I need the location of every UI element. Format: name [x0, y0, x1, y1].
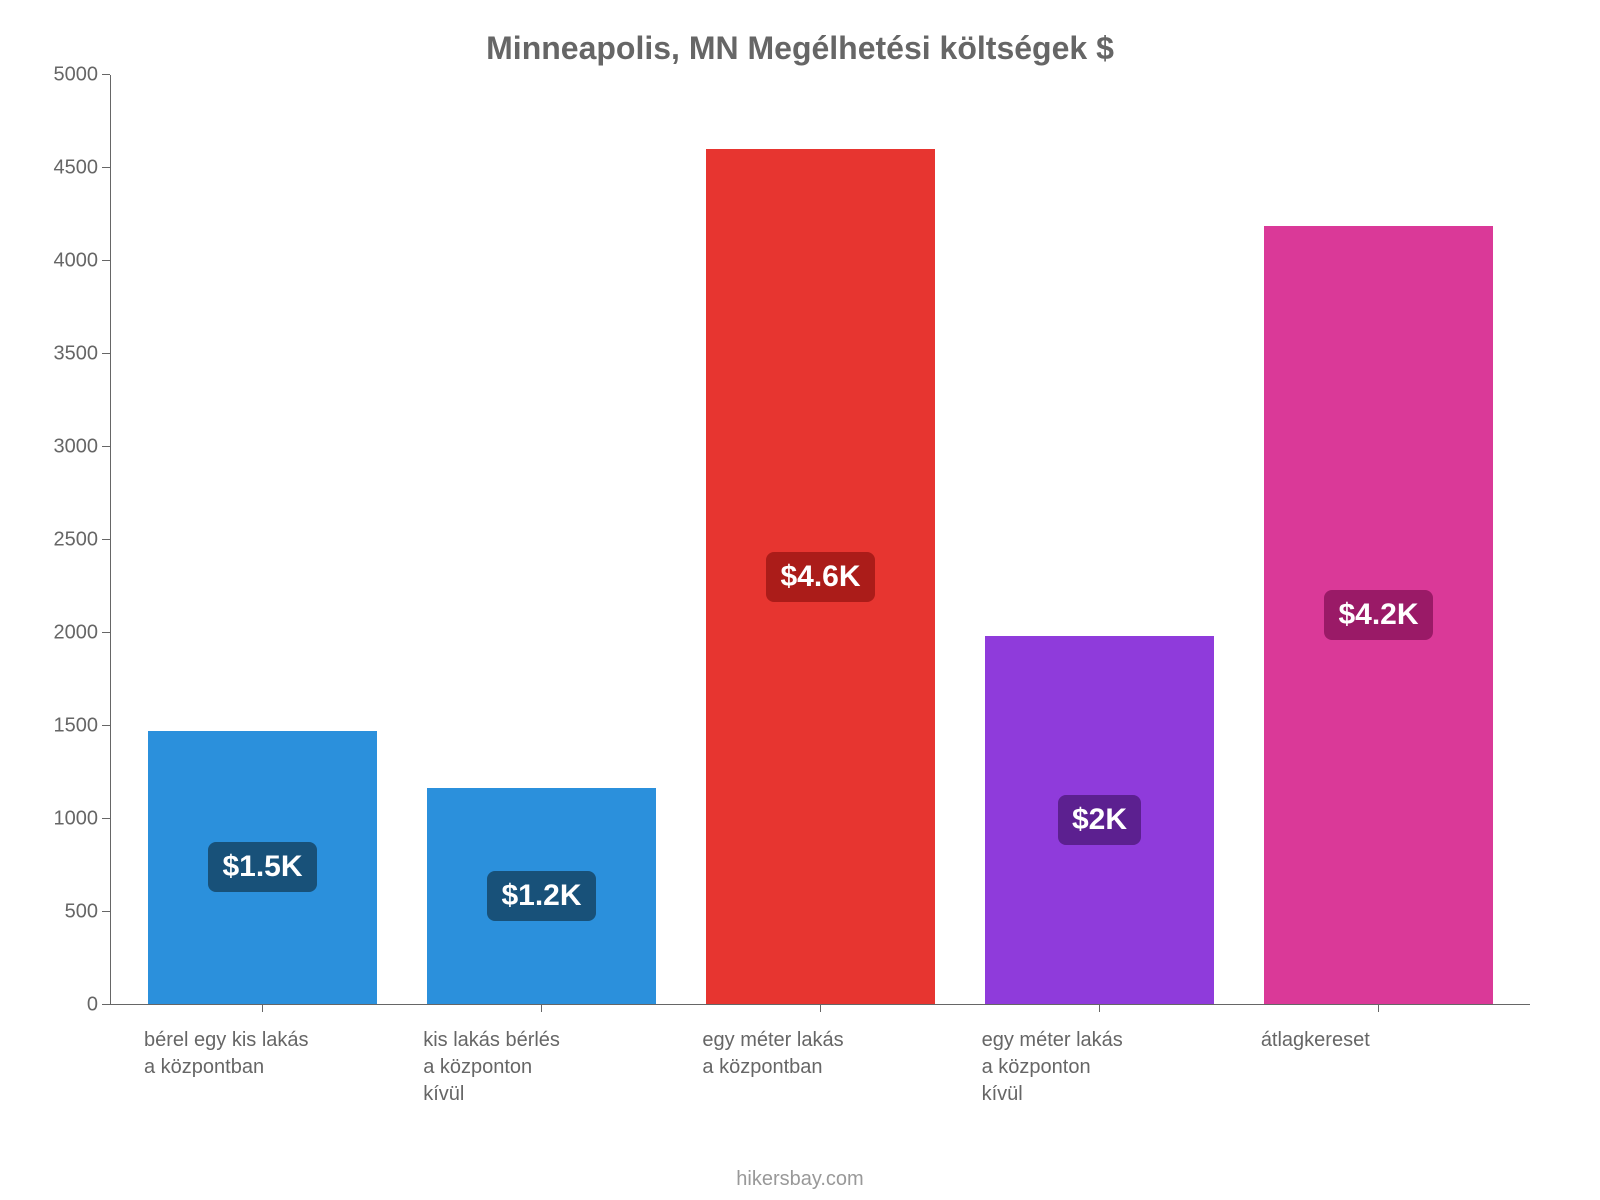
bar-slot: $2K: [960, 75, 1239, 1004]
bar-slot: $4.2K: [1239, 75, 1518, 1004]
x-axis-label: bérel egy kis lakása központban: [122, 1027, 401, 1108]
y-tick-mark: [102, 260, 110, 261]
value-badge: $2K: [1058, 795, 1141, 845]
y-tick-mark: [102, 725, 110, 726]
bar-slot: $1.5K: [123, 75, 402, 1004]
bar: $4.2K: [1264, 226, 1493, 1005]
y-tick-label: 3000: [40, 436, 98, 459]
y-tick-label: 2500: [40, 529, 98, 552]
x-axis-label: kis lakás bérlésa központonkívül: [401, 1027, 680, 1108]
x-axis-label: egy méter lakása központonkívül: [960, 1027, 1239, 1108]
bar-slot: $4.6K: [681, 75, 960, 1004]
y-tick-label: 500: [40, 901, 98, 924]
y-tick-mark: [102, 167, 110, 168]
value-badge: $1.5K: [208, 842, 316, 892]
x-axis-label: átlagkereset: [1239, 1027, 1518, 1108]
value-badge: $4.2K: [1324, 590, 1432, 640]
y-tick-label: 5000: [40, 64, 98, 87]
y-tick-mark: [102, 1004, 110, 1005]
x-axis-labels: bérel egy kis lakása központbankis lakás…: [110, 1027, 1530, 1108]
y-tick-label: 4000: [40, 250, 98, 273]
y-tick-mark: [102, 539, 110, 540]
bar: $2K: [985, 636, 1214, 1004]
x-axis-label: egy méter lakása központban: [680, 1027, 959, 1108]
y-tick-label: 3500: [40, 343, 98, 366]
y-tick-label: 1000: [40, 808, 98, 831]
y-tick-mark: [102, 446, 110, 447]
grid-area: $1.5K $1.2K $4.6K $2K $4.2K: [110, 75, 1530, 1005]
y-tick-label: 0: [40, 994, 98, 1017]
value-badge: $4.6K: [766, 552, 874, 602]
bar: $1.5K: [148, 731, 377, 1004]
y-tick-mark: [102, 353, 110, 354]
plot-area: 0500100015002000250030003500400045005000…: [110, 75, 1530, 1005]
bars-group: $1.5K $1.2K $4.6K $2K $4.2K: [111, 75, 1530, 1004]
bar: $4.6K: [706, 149, 935, 1004]
x-tick-marks: [111, 1004, 1530, 1012]
y-tick-mark: [102, 74, 110, 75]
y-tick-label: 2000: [40, 622, 98, 645]
y-tick-mark: [102, 911, 110, 912]
y-tick-label: 1500: [40, 715, 98, 738]
y-tick-mark: [102, 818, 110, 819]
chart-footer: hikersbay.com: [40, 1168, 1560, 1191]
y-tick-label: 4500: [40, 157, 98, 180]
y-tick-mark: [102, 632, 110, 633]
y-axis: 0500100015002000250030003500400045005000: [40, 75, 110, 1005]
chart-title: Minneapolis, MN Megélhetési költségek $: [40, 30, 1560, 67]
value-badge: $1.2K: [487, 871, 595, 921]
bar: $1.2K: [427, 788, 656, 1004]
bar-slot: $1.2K: [402, 75, 681, 1004]
chart-container: Minneapolis, MN Megélhetési költségek $ …: [0, 0, 1600, 1200]
